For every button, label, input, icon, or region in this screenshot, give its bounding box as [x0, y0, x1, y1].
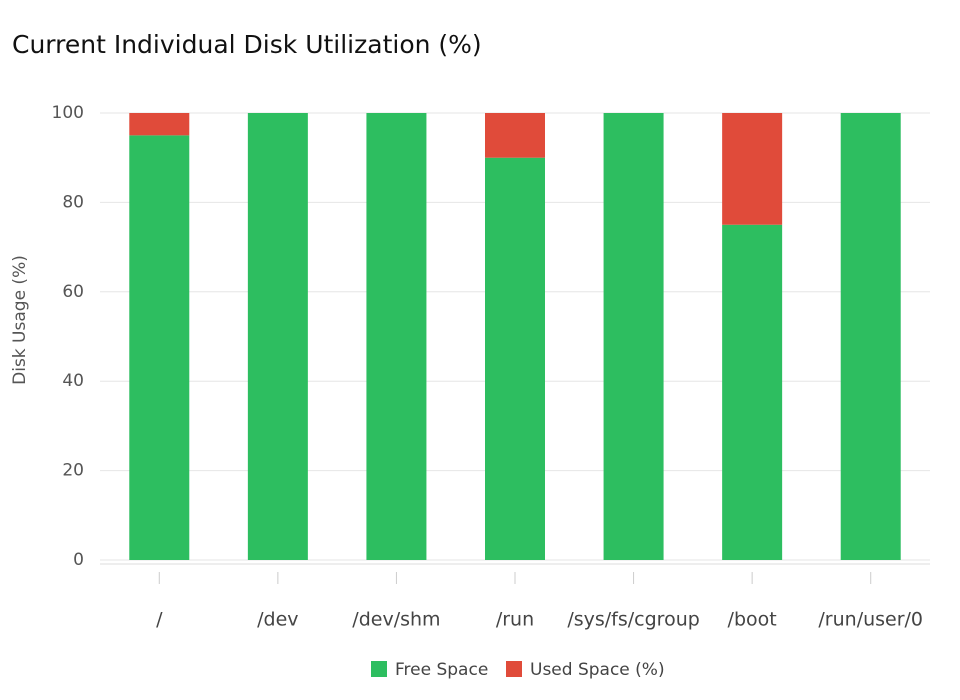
y-tick-label: 20 — [62, 461, 84, 481]
y-axis-label: Disk Usage (%) — [10, 255, 30, 385]
bar-segment — [129, 135, 190, 560]
x-tick-label: /sys/fs/cgroup — [567, 609, 699, 631]
bar-segment — [366, 113, 427, 560]
x-tick-label: /dev — [257, 609, 298, 631]
chart-title: Current Individual Disk Utilization (%) — [12, 30, 482, 59]
legend-label: Used Space (%) — [530, 660, 665, 680]
x-tick-label: / — [156, 609, 163, 631]
y-tick-label: 100 — [52, 103, 84, 123]
bar-segment — [722, 224, 783, 560]
bar-segment — [840, 113, 901, 560]
y-tick-label: 40 — [62, 371, 84, 391]
bar-segment — [485, 157, 545, 560]
bar-segment — [129, 113, 190, 136]
x-tick-label: /run — [496, 609, 534, 631]
bar-segment — [247, 113, 308, 560]
x-tick-label: /run/user/0 — [818, 609, 923, 631]
bar-segment — [485, 113, 545, 158]
bar-segment — [722, 113, 783, 225]
bar-segment — [603, 113, 664, 560]
y-tick-label: 0 — [73, 550, 84, 570]
legend-label: Free Space — [395, 660, 488, 680]
y-tick-label: 60 — [62, 282, 84, 302]
legend-swatch — [506, 661, 522, 677]
x-tick-label: /dev/shm — [352, 609, 440, 631]
x-tick-label: /boot — [728, 609, 777, 631]
legend-swatch — [371, 661, 387, 677]
y-tick-label: 80 — [62, 192, 84, 212]
